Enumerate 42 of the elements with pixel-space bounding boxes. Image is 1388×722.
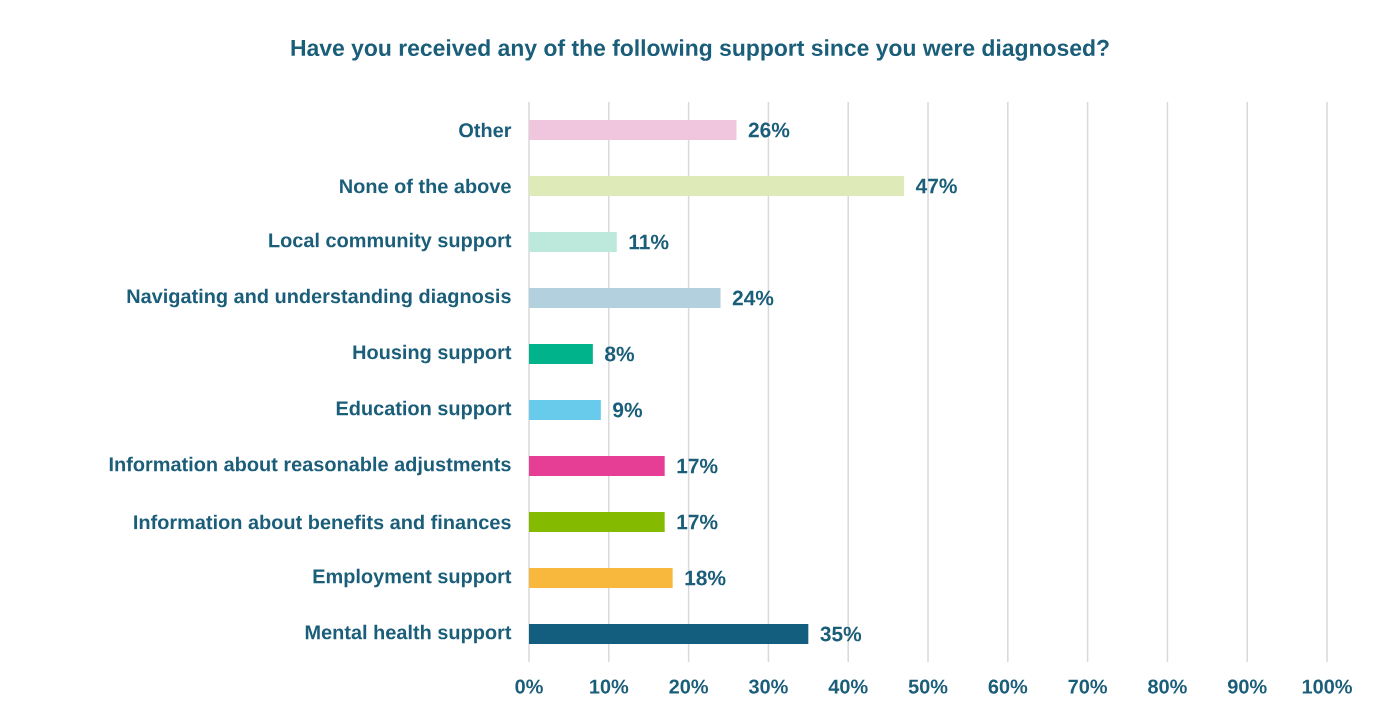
bar — [529, 568, 673, 588]
bar — [529, 512, 665, 532]
x-tick-label: 60% — [988, 679, 1028, 694]
x-tick-label: 20% — [669, 679, 709, 694]
bar — [529, 119, 737, 140]
bar — [529, 175, 905, 196]
y-tick-label: Navigating and understanding diagnosis — [127, 288, 511, 308]
y-tick-label: None of the above — [340, 178, 511, 194]
y-tick-label: Housing support — [353, 344, 512, 364]
y-tick-label: Other — [459, 122, 512, 138]
bar — [529, 400, 601, 420]
bar — [529, 624, 809, 645]
x-tick-label: 0% — [515, 679, 543, 694]
data-label: 26% — [748, 122, 790, 138]
data-label: 24% — [732, 290, 774, 306]
x-tick-label: 70% — [1068, 679, 1108, 694]
bar — [529, 287, 721, 308]
data-label: 17% — [677, 514, 718, 530]
x-tick-label: 10% — [590, 679, 629, 694]
x-tick-label: 90% — [1227, 679, 1267, 694]
x-tick-label: 80% — [1148, 679, 1187, 694]
y-tick-label: Local community support — [269, 232, 512, 252]
bar — [529, 231, 617, 252]
data-label: 11% — [629, 234, 669, 250]
x-tick-label: 100% — [1302, 679, 1352, 694]
data-label: 9% — [613, 402, 643, 418]
x-tick-label: 40% — [828, 679, 868, 694]
x-tick-label: 50% — [908, 679, 948, 694]
x-tick-label: 30% — [748, 679, 788, 694]
y-tick-label: Information about reasonable adjustments — [109, 456, 511, 476]
y-tick-label: Employment support — [313, 568, 512, 588]
data-label: 17% — [677, 458, 718, 474]
y-tick-label: Mental health support — [305, 624, 512, 644]
data-label: 35% — [820, 626, 862, 642]
chart-title: Have you received any of the following support since you were diagnosed? — [291, 39, 1109, 61]
bar — [529, 456, 665, 476]
data-label: 8% — [605, 346, 635, 362]
bar — [529, 344, 593, 364]
y-tick-label: Information about benefits and finances — [134, 514, 511, 530]
data-label: 18% — [685, 570, 726, 586]
data-label: 47% — [915, 178, 957, 194]
y-tick-label: Education support — [336, 400, 512, 420]
